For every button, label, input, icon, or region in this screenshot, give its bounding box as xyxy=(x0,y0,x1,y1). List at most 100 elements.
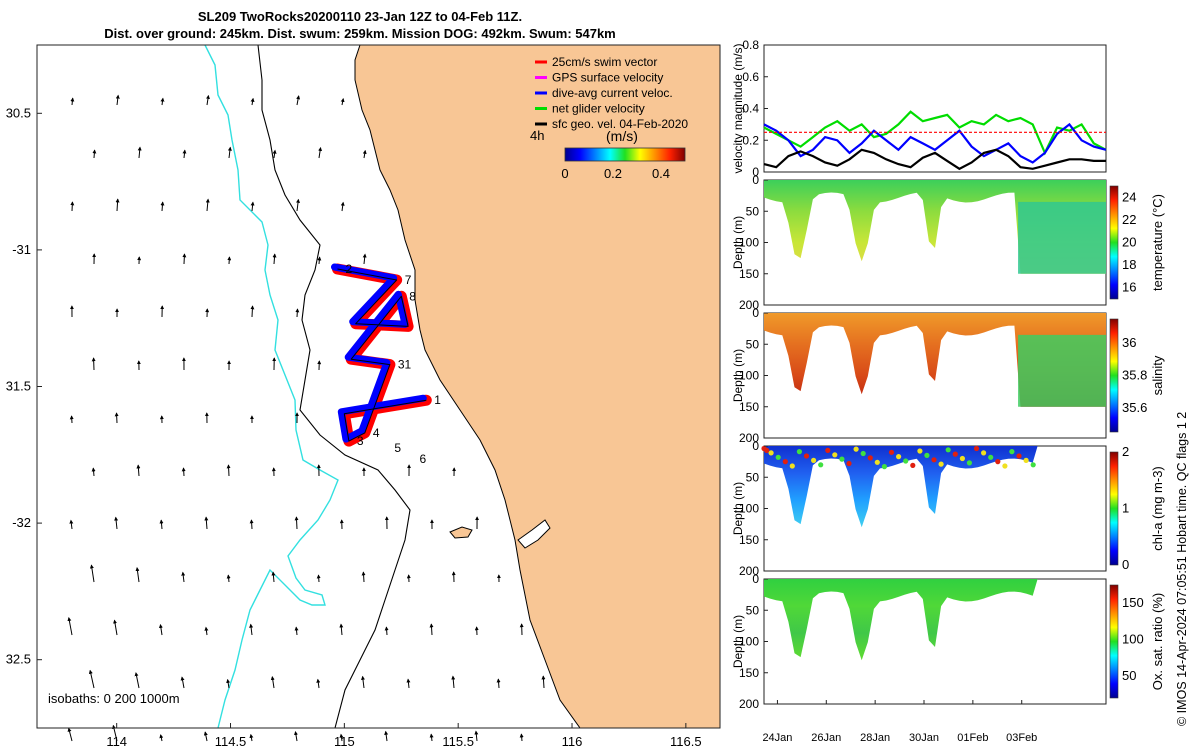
track-label: 8 xyxy=(409,289,416,303)
profile-colorbar-tick-label: 50 xyxy=(1122,668,1136,683)
profile-colorbar-tick-label: 1 xyxy=(1122,501,1129,516)
geo-velocity-arrow xyxy=(180,676,185,689)
estuary xyxy=(517,519,551,549)
profile-colorbar-tick-label: 0 xyxy=(1122,557,1129,572)
figure-title: SL209 TwoRocks20200110 23-Jan 12Z to 04-… xyxy=(0,8,720,42)
geo-velocity-arrow xyxy=(295,308,300,318)
profile-colorbar-tick-label: 36 xyxy=(1122,335,1136,350)
profile-y-tick-label: 200 xyxy=(739,564,759,578)
geo-velocity-arrow xyxy=(294,731,298,742)
profile-colorbar-tick-label: 18 xyxy=(1122,257,1136,272)
time-tick-label: 24Jan xyxy=(762,732,792,744)
chl-sample-dot xyxy=(811,457,817,463)
colorbar-tick-label: 0.4 xyxy=(652,166,670,181)
profile-panel: 0 50 100 150 200 Depth (m) 16 18 20 22 24 temperatu… xyxy=(731,173,1165,312)
geo-velocity-arrow xyxy=(339,623,344,636)
title-line-2: Dist. over ground: 245km. Dist. swum: 25… xyxy=(104,26,616,41)
geo-velocity-arrow xyxy=(317,256,322,265)
profile-y-tick-label: 100 xyxy=(739,236,759,250)
map-y-tick-label: 31.5 xyxy=(6,379,31,394)
map-panel: 1 34 31 8 7 2 5 6 114 114.5 115 115.5 116 116.5 30.5… xyxy=(6,44,721,749)
chl-sample-dot xyxy=(896,454,902,460)
geo-velocity-arrow xyxy=(89,564,95,583)
legend-label: dive-avg current veloc. xyxy=(552,86,673,100)
profile-y-tick-label: 200 xyxy=(739,298,759,312)
geo-velocity-arrow xyxy=(451,675,456,689)
profile-colorbar-tick-label: 35.8 xyxy=(1122,368,1147,383)
geo-velocity-arrow xyxy=(159,519,164,530)
geo-velocity-arrow xyxy=(249,733,254,742)
chl-sample-dot xyxy=(917,448,923,454)
geo-velocity-arrow xyxy=(134,672,140,689)
geo-velocity-arrow xyxy=(226,464,231,477)
map-y-ticks: 30.5 -31 31.5 -32 32.5 xyxy=(6,105,42,667)
track-label: 7 xyxy=(405,273,412,287)
velocity-y-tick-label: 0.8 xyxy=(742,38,759,52)
geo-velocity-arrow xyxy=(160,201,165,212)
time-tick-label: 01Feb xyxy=(957,732,988,744)
map-x-tick-label: 115 xyxy=(334,734,355,749)
velocity-series-line xyxy=(763,148,1106,171)
geo-velocity-arrow xyxy=(519,733,524,742)
geo-velocity-arrow xyxy=(181,571,186,583)
map-y-tick-label: 32.5 xyxy=(6,652,31,667)
velocity-series-line xyxy=(763,110,1107,156)
velocity-y-tick-label: 0.2 xyxy=(742,133,759,147)
profile-colorbar xyxy=(1109,451,1119,566)
geo-velocity-arrow xyxy=(67,727,73,742)
geo-velocity-arrow xyxy=(316,678,321,689)
speed-colorbar xyxy=(564,147,686,162)
geo-velocity-arrow xyxy=(115,198,120,212)
profile-y-axis-label: Depth (m) xyxy=(731,615,745,668)
geo-velocity-arrow xyxy=(204,626,209,636)
track-labels: 1 34 31 8 7 2 5 6 xyxy=(346,262,442,466)
profile-panel: 0 50 100 150 200 Depth (m) 35.6 35.8 36 salinity xyxy=(731,306,1165,445)
profile-colorbar xyxy=(1109,584,1119,699)
chl-sample-dot xyxy=(853,446,859,452)
velocity-y-tick-label: 0 xyxy=(752,165,759,179)
time-tick-label: 30Jan xyxy=(909,732,939,744)
geo-velocity-arrow xyxy=(496,678,501,689)
profile-y-axis-label: Depth (m) xyxy=(731,349,745,402)
track-label: 5 xyxy=(394,441,401,455)
isobath-1000m xyxy=(204,44,339,729)
geo-velocity-arrow xyxy=(158,623,163,636)
legend-label: net glider velocity xyxy=(552,102,645,116)
chl-sample-dot xyxy=(888,449,895,455)
geo-velocity-arrow xyxy=(249,623,254,636)
time-tick-label: 03Feb xyxy=(1006,732,1037,744)
island-rottnest xyxy=(449,526,473,539)
geo-velocity-arrow xyxy=(272,149,277,159)
chl-sample-dot xyxy=(867,455,873,461)
map-y-tick-label: -32 xyxy=(12,515,31,530)
profile-colorbar-tick-label: 35.6 xyxy=(1122,400,1147,415)
title-line-1: SL209 TwoRocks20200110 23-Jan 12Z to 04-… xyxy=(197,9,523,24)
geo-velocity-arrow xyxy=(92,149,97,159)
time-tick-label: 28Jan xyxy=(860,732,890,744)
profile-colorbar-label: chl-a (mg m-3) xyxy=(1150,466,1165,551)
footer-credit: © IMOS 14-Apr-2024 07:05:51 Hobart time.… xyxy=(1175,412,1189,726)
chl-sample-dot xyxy=(832,452,838,458)
geo-velocity-arrow xyxy=(270,676,275,689)
profile-y-tick-label: 200 xyxy=(739,697,759,711)
chl-sample-dot xyxy=(903,458,909,464)
geo-velocity-arrow xyxy=(91,467,96,477)
profile-y-tick-label: 200 xyxy=(739,431,759,445)
chl-sample-dot xyxy=(768,450,774,456)
profile-y-tick-label: 0 xyxy=(752,173,759,187)
profile-y-tick-label: 50 xyxy=(746,337,760,351)
map-x-tick-label: 116 xyxy=(562,734,583,749)
geo-velocity-arrow xyxy=(205,198,210,212)
geo-velocity-arrow xyxy=(296,95,301,106)
geo-velocity-arrow xyxy=(227,146,232,159)
profile-y-tick-label: 150 xyxy=(739,533,759,547)
profile-y-tick-label: 100 xyxy=(739,635,759,649)
map-legend: 25cm/s swim vector GPS surface velocitydi… xyxy=(535,55,688,131)
time-axis: 24Jan 26Jan 28Jan 30Jan 01Feb 03Feb xyxy=(762,700,1037,744)
geostrophic-arrows xyxy=(67,94,546,742)
geo-velocity-arrow xyxy=(272,253,277,265)
profile-colorbar-tick-label: 2 xyxy=(1122,444,1129,459)
chl-sample-dot xyxy=(988,454,994,460)
